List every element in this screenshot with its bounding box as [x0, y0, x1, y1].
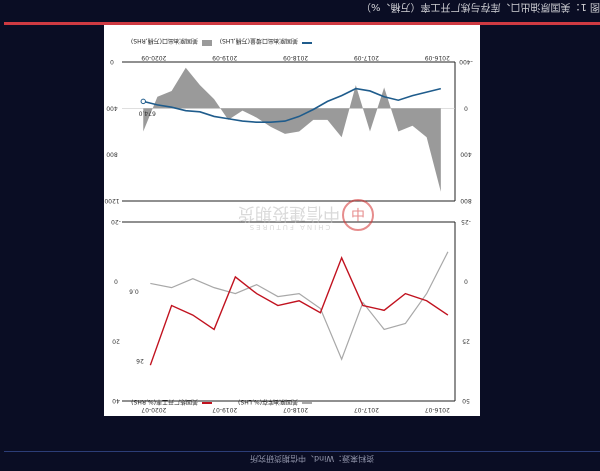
bottom-legend-item-0: 美国炼厂开工率(%,RHS): [131, 398, 198, 406]
tick-labels: 674.0 2016-09 2017-09 2018-09 2019-09 2020-09…: [104, 54, 473, 413]
top-legend-item-0: 美国原油出口(万桶,RHS): [131, 37, 198, 45]
bottom-right-tick-label: 0: [464, 278, 468, 285]
watermark: 中 中信建投期货 CHINA FUTURES: [238, 199, 374, 231]
top-left-tick-label: 800: [460, 197, 472, 204]
annotation-0-6: 0.6: [129, 287, 139, 294]
watermark-en: CHINA FUTURES: [248, 223, 331, 231]
top-right-tick-label: 800: [106, 151, 118, 158]
bottom-x-tick-label: 2017-07: [354, 406, 379, 413]
series-line-inventory: [150, 251, 449, 361]
top-x-tick-label: 2017-09: [354, 54, 379, 61]
watermark-logo-glyph: 中: [351, 208, 365, 224]
watermark-cn: 中信建投期货: [238, 203, 340, 223]
top-left-tick-label: 400: [460, 151, 472, 158]
source-note: 资料来源：Wind、中信期货研究所: [250, 454, 375, 463]
bottom-x-tick-label: 2020-07: [141, 406, 166, 413]
footer-divider: [4, 451, 600, 452]
bottom-right-tick-label: -25: [461, 218, 471, 225]
bottom-x-tick-label: 2016-07: [425, 406, 450, 413]
top-legend-item-1: 美国原油出口增量(万桶,LHS): [220, 37, 298, 45]
bottom-right-tick-label: 50: [462, 397, 470, 404]
title-divider: [4, 22, 600, 25]
chart-panel: 美国原油出口(万桶,RHS) 美国原油出口增量(万桶,LHS) 美国炼厂开工率(…: [104, 25, 480, 416]
top-x-tick-label: 2016-09: [425, 54, 450, 61]
top-chart-marks: [122, 67, 455, 192]
top-left-tick-label: 0: [464, 104, 468, 111]
bottom-chart-marks: [149, 251, 449, 366]
annotation-26: 26: [136, 357, 144, 364]
top-right-tick-label: 0: [110, 58, 114, 65]
top-right-tick-label: 400: [106, 104, 118, 111]
series-area-export-change: [143, 67, 441, 192]
bottom-left-tick-label: -20: [111, 218, 121, 225]
series-line-exports: [143, 87, 442, 124]
page-title: 图 1：美国原油出口、库存与炼厂开工率（万桶、%）: [360, 1, 600, 12]
top-x-tick-label: 2020-09: [141, 54, 166, 61]
series-line-refinery: [149, 255, 449, 366]
bottom-left-tick-label: 40: [112, 397, 120, 404]
bottom-x-tick-label: 2018-07: [283, 406, 308, 413]
annotation-674: 674.0: [138, 109, 155, 116]
top-x-tick-label: 2018-09: [283, 54, 308, 61]
top-x-tick-label: 2019-09: [212, 54, 237, 61]
bottom-legend: 美国炼厂开工率(%,RHS) 美国原油库存(%,LHS): [131, 398, 312, 406]
bottom-left-tick-label: 0: [114, 278, 118, 285]
watermark-logo-icon: [342, 199, 374, 231]
bottom-right-tick-label: 25: [462, 337, 470, 344]
top-right-tick-label: 1200: [104, 197, 119, 204]
bottom-x-tick-label: 2019-07: [212, 406, 237, 413]
bottom-left-tick-label: 20: [112, 337, 120, 344]
top-left-tick-label: -400: [459, 58, 473, 65]
top-legend: 美国原油出口(万桶,RHS) 美国原油出口增量(万桶,LHS): [131, 37, 312, 46]
charts-svg: 美国原油出口(万桶,RHS) 美国原油出口增量(万桶,LHS) 美国炼厂开工率(…: [104, 37, 473, 413]
bottom-legend-item-1: 美国原油库存(%,LHS): [238, 398, 298, 406]
legend-swatch-gray: [202, 40, 212, 46]
series-end-marker: [140, 98, 146, 105]
